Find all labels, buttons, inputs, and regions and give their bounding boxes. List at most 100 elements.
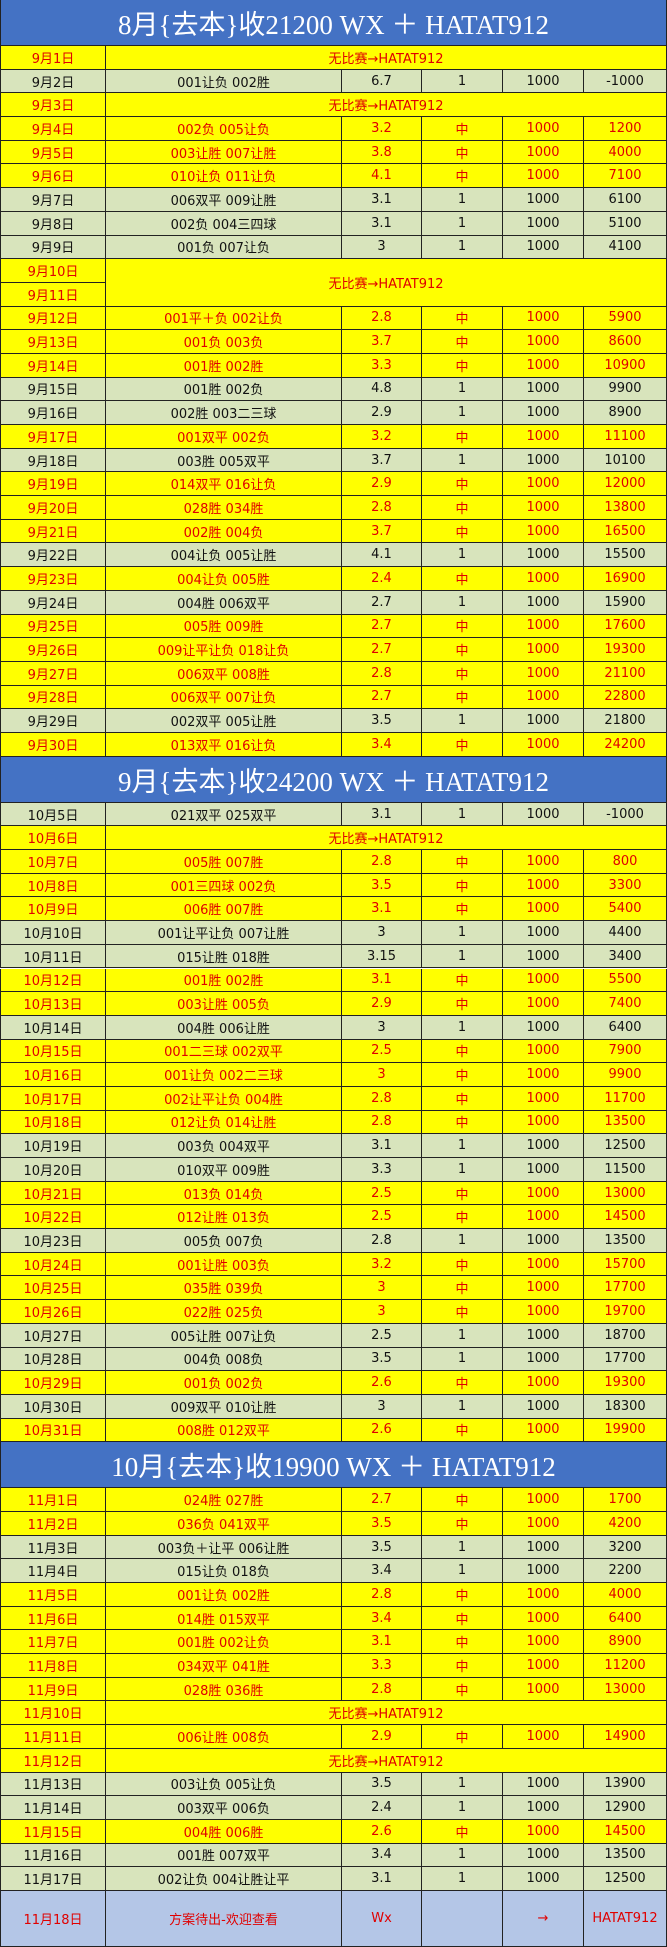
date: 10月10日 — [0, 921, 106, 945]
date: 10月27日 — [0, 1323, 106, 1348]
result: 1 — [422, 543, 503, 568]
result: 中 — [422, 1039, 503, 1064]
odds: 2.7 — [342, 685, 422, 710]
result: 中 — [422, 850, 503, 874]
stake: 1000 — [503, 1772, 584, 1797]
date: 10月24日 — [0, 1252, 106, 1277]
result: 中 — [422, 1276, 503, 1301]
match: 001负 003负 — [106, 330, 342, 354]
date: 11月7日 — [0, 1630, 106, 1655]
match: 010让负 011让负 — [106, 164, 342, 189]
total: 3200 — [584, 1535, 667, 1560]
stake: 1000 — [503, 1654, 584, 1678]
date: 10月29日 — [0, 1371, 106, 1395]
stake: 1000 — [503, 1583, 584, 1607]
result: 中 — [422, 661, 503, 686]
odds: 3.1 — [342, 897, 422, 922]
result: 1 — [422, 1134, 503, 1158]
stake: 1000 — [503, 1819, 584, 1844]
total: 15700 — [584, 1252, 667, 1277]
stake: 1000 — [503, 188, 584, 212]
match: 015让胜 018胜 — [106, 944, 342, 969]
match: 010双平 009胜 — [106, 1158, 342, 1182]
match: 003负＋让平 006让胜 — [106, 1535, 342, 1560]
total: 19900 — [584, 1418, 667, 1443]
odds: 2.8 — [342, 1677, 422, 1702]
match: 002让平让负 004胜 — [106, 1086, 342, 1111]
date: 10月14日 — [0, 1015, 106, 1040]
date: 11月18日 — [0, 1891, 106, 1947]
total: 13000 — [584, 1677, 667, 1702]
match: 001让平让负 007让胜 — [106, 921, 342, 945]
total: HATAT912 — [584, 1891, 667, 1947]
stake: 1000 — [503, 1158, 584, 1182]
no-match-note: 无比赛→HATAT912 — [106, 1748, 667, 1773]
total: 5400 — [584, 897, 667, 922]
match: 024胜 027胜 — [106, 1488, 342, 1512]
total: 11500 — [584, 1158, 667, 1182]
date: 9月24日 — [0, 590, 106, 615]
stake: 1000 — [503, 992, 584, 1016]
odds: 3.1 — [342, 1630, 422, 1655]
date: 10月25日 — [0, 1276, 106, 1301]
date: 10月11日 — [0, 944, 106, 969]
match: 001负 002负 — [106, 1371, 342, 1395]
match: 014双平 016让负 — [106, 472, 342, 497]
odds: 2.9 — [342, 401, 422, 426]
total: 8600 — [584, 330, 667, 354]
result: 中 — [422, 353, 503, 378]
stake: 1000 — [503, 590, 584, 615]
odds: 3.1 — [342, 1134, 422, 1158]
no-match-note: 无比赛→HATAT912 — [106, 1701, 667, 1726]
odds: 3.4 — [342, 732, 422, 757]
odds: 2.8 — [342, 1583, 422, 1607]
match: 002负 005让负 — [106, 117, 342, 141]
odds: 2.8 — [342, 661, 422, 686]
match: 006双平 007让负 — [106, 685, 342, 710]
date: 9月25日 — [0, 614, 106, 639]
stake: 1000 — [503, 944, 584, 969]
stake: 1000 — [503, 235, 584, 260]
odds: 2.7 — [342, 1488, 422, 1512]
match: 004让负 005胜 — [106, 567, 342, 591]
stake: 1000 — [503, 1063, 584, 1087]
result: 中 — [422, 1819, 503, 1844]
odds: 3.2 — [342, 425, 422, 449]
result: 中 — [422, 614, 503, 639]
total: 6400 — [584, 1015, 667, 1040]
total: 7900 — [584, 1039, 667, 1064]
stake: 1000 — [503, 1134, 584, 1158]
total: 18300 — [584, 1394, 667, 1419]
date: 11月16日 — [0, 1843, 106, 1868]
odds: 3.3 — [342, 353, 422, 378]
odds: 2.4 — [342, 1796, 422, 1820]
match: 002胜 003二三球 — [106, 401, 342, 426]
odds: Wx — [342, 1891, 422, 1947]
date: 11月11日 — [0, 1725, 106, 1749]
date: 10月17日 — [0, 1086, 106, 1111]
date: 11月1日 — [0, 1488, 106, 1512]
odds: 3.7 — [342, 519, 422, 544]
odds: 3.5 — [342, 709, 422, 733]
odds: 2.8 — [342, 306, 422, 331]
odds: 3 — [342, 1015, 422, 1040]
date: 9月9日 — [0, 235, 106, 260]
odds: 2.8 — [342, 1086, 422, 1111]
total: 16500 — [584, 519, 667, 544]
odds: 2.7 — [342, 614, 422, 639]
date: 11月8日 — [0, 1654, 106, 1678]
stake: 1000 — [503, 306, 584, 331]
total: 3300 — [584, 873, 667, 898]
stake: 1000 — [503, 448, 584, 473]
no-match-note: 无比赛→HATAT912 — [106, 826, 667, 851]
stake: 1000 — [503, 1252, 584, 1277]
date: 9月27日 — [0, 661, 106, 686]
result: 中 — [422, 1725, 503, 1749]
match: 001让负 002二三球 — [106, 1063, 342, 1087]
stake: 1000 — [503, 1347, 584, 1372]
odds: 3 — [342, 1300, 422, 1324]
match: 001双平 002负 — [106, 425, 342, 449]
date: 10月26日 — [0, 1300, 106, 1324]
result: 1 — [422, 1394, 503, 1419]
stake: 1000 — [503, 1843, 584, 1868]
